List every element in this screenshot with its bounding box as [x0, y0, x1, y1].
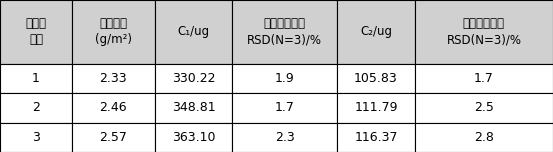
Text: 105.83: 105.83 [354, 72, 398, 85]
Bar [337, 93, 415, 123]
Text: C₁/ug: C₁/ug [178, 25, 210, 38]
Text: 1.7: 1.7 [474, 72, 494, 85]
Bar [232, 0, 337, 64]
Text: 1.7: 1.7 [275, 101, 295, 114]
Bar [415, 123, 553, 152]
Text: 348.81: 348.81 [172, 101, 215, 114]
Bar [232, 123, 337, 152]
Text: 2.8: 2.8 [474, 131, 494, 144]
Bar [0, 93, 72, 123]
Text: 镀层质量
(g/m²): 镀层质量 (g/m²) [95, 17, 132, 46]
Text: 镀锡板
编号: 镀锡板 编号 [25, 17, 46, 46]
Bar [415, 64, 553, 93]
Bar [155, 0, 232, 64]
Text: 2.3: 2.3 [275, 131, 295, 144]
Text: 3: 3 [32, 131, 40, 144]
Text: C₂/ug: C₂/ug [360, 25, 392, 38]
Bar [0, 123, 72, 152]
Bar [0, 64, 72, 93]
Text: 2.46: 2.46 [100, 101, 127, 114]
Bar [155, 93, 232, 123]
Text: 111.79: 111.79 [354, 101, 398, 114]
Text: 2.5: 2.5 [474, 101, 494, 114]
Bar [72, 123, 155, 152]
Text: 2: 2 [32, 101, 40, 114]
Text: 1.9: 1.9 [275, 72, 295, 85]
Bar [155, 64, 232, 93]
Text: 330.22: 330.22 [172, 72, 215, 85]
Bar [337, 0, 415, 64]
Text: 1: 1 [32, 72, 40, 85]
Bar [72, 64, 155, 93]
Bar [232, 64, 337, 93]
Bar [72, 93, 155, 123]
Bar [72, 0, 155, 64]
Text: 相对标准偏差
RSD(N=3)/%: 相对标准偏差 RSD(N=3)/% [446, 17, 521, 46]
Text: 2.33: 2.33 [100, 72, 127, 85]
Bar [155, 123, 232, 152]
Bar [415, 0, 553, 64]
Bar [337, 64, 415, 93]
Bar [232, 93, 337, 123]
Text: 363.10: 363.10 [172, 131, 215, 144]
Text: 2.57: 2.57 [100, 131, 127, 144]
Bar [415, 93, 553, 123]
Text: 相对标准偏差
RSD(N=3)/%: 相对标准偏差 RSD(N=3)/% [247, 17, 322, 46]
Bar [337, 123, 415, 152]
Text: 116.37: 116.37 [354, 131, 398, 144]
Bar [0, 0, 72, 64]
